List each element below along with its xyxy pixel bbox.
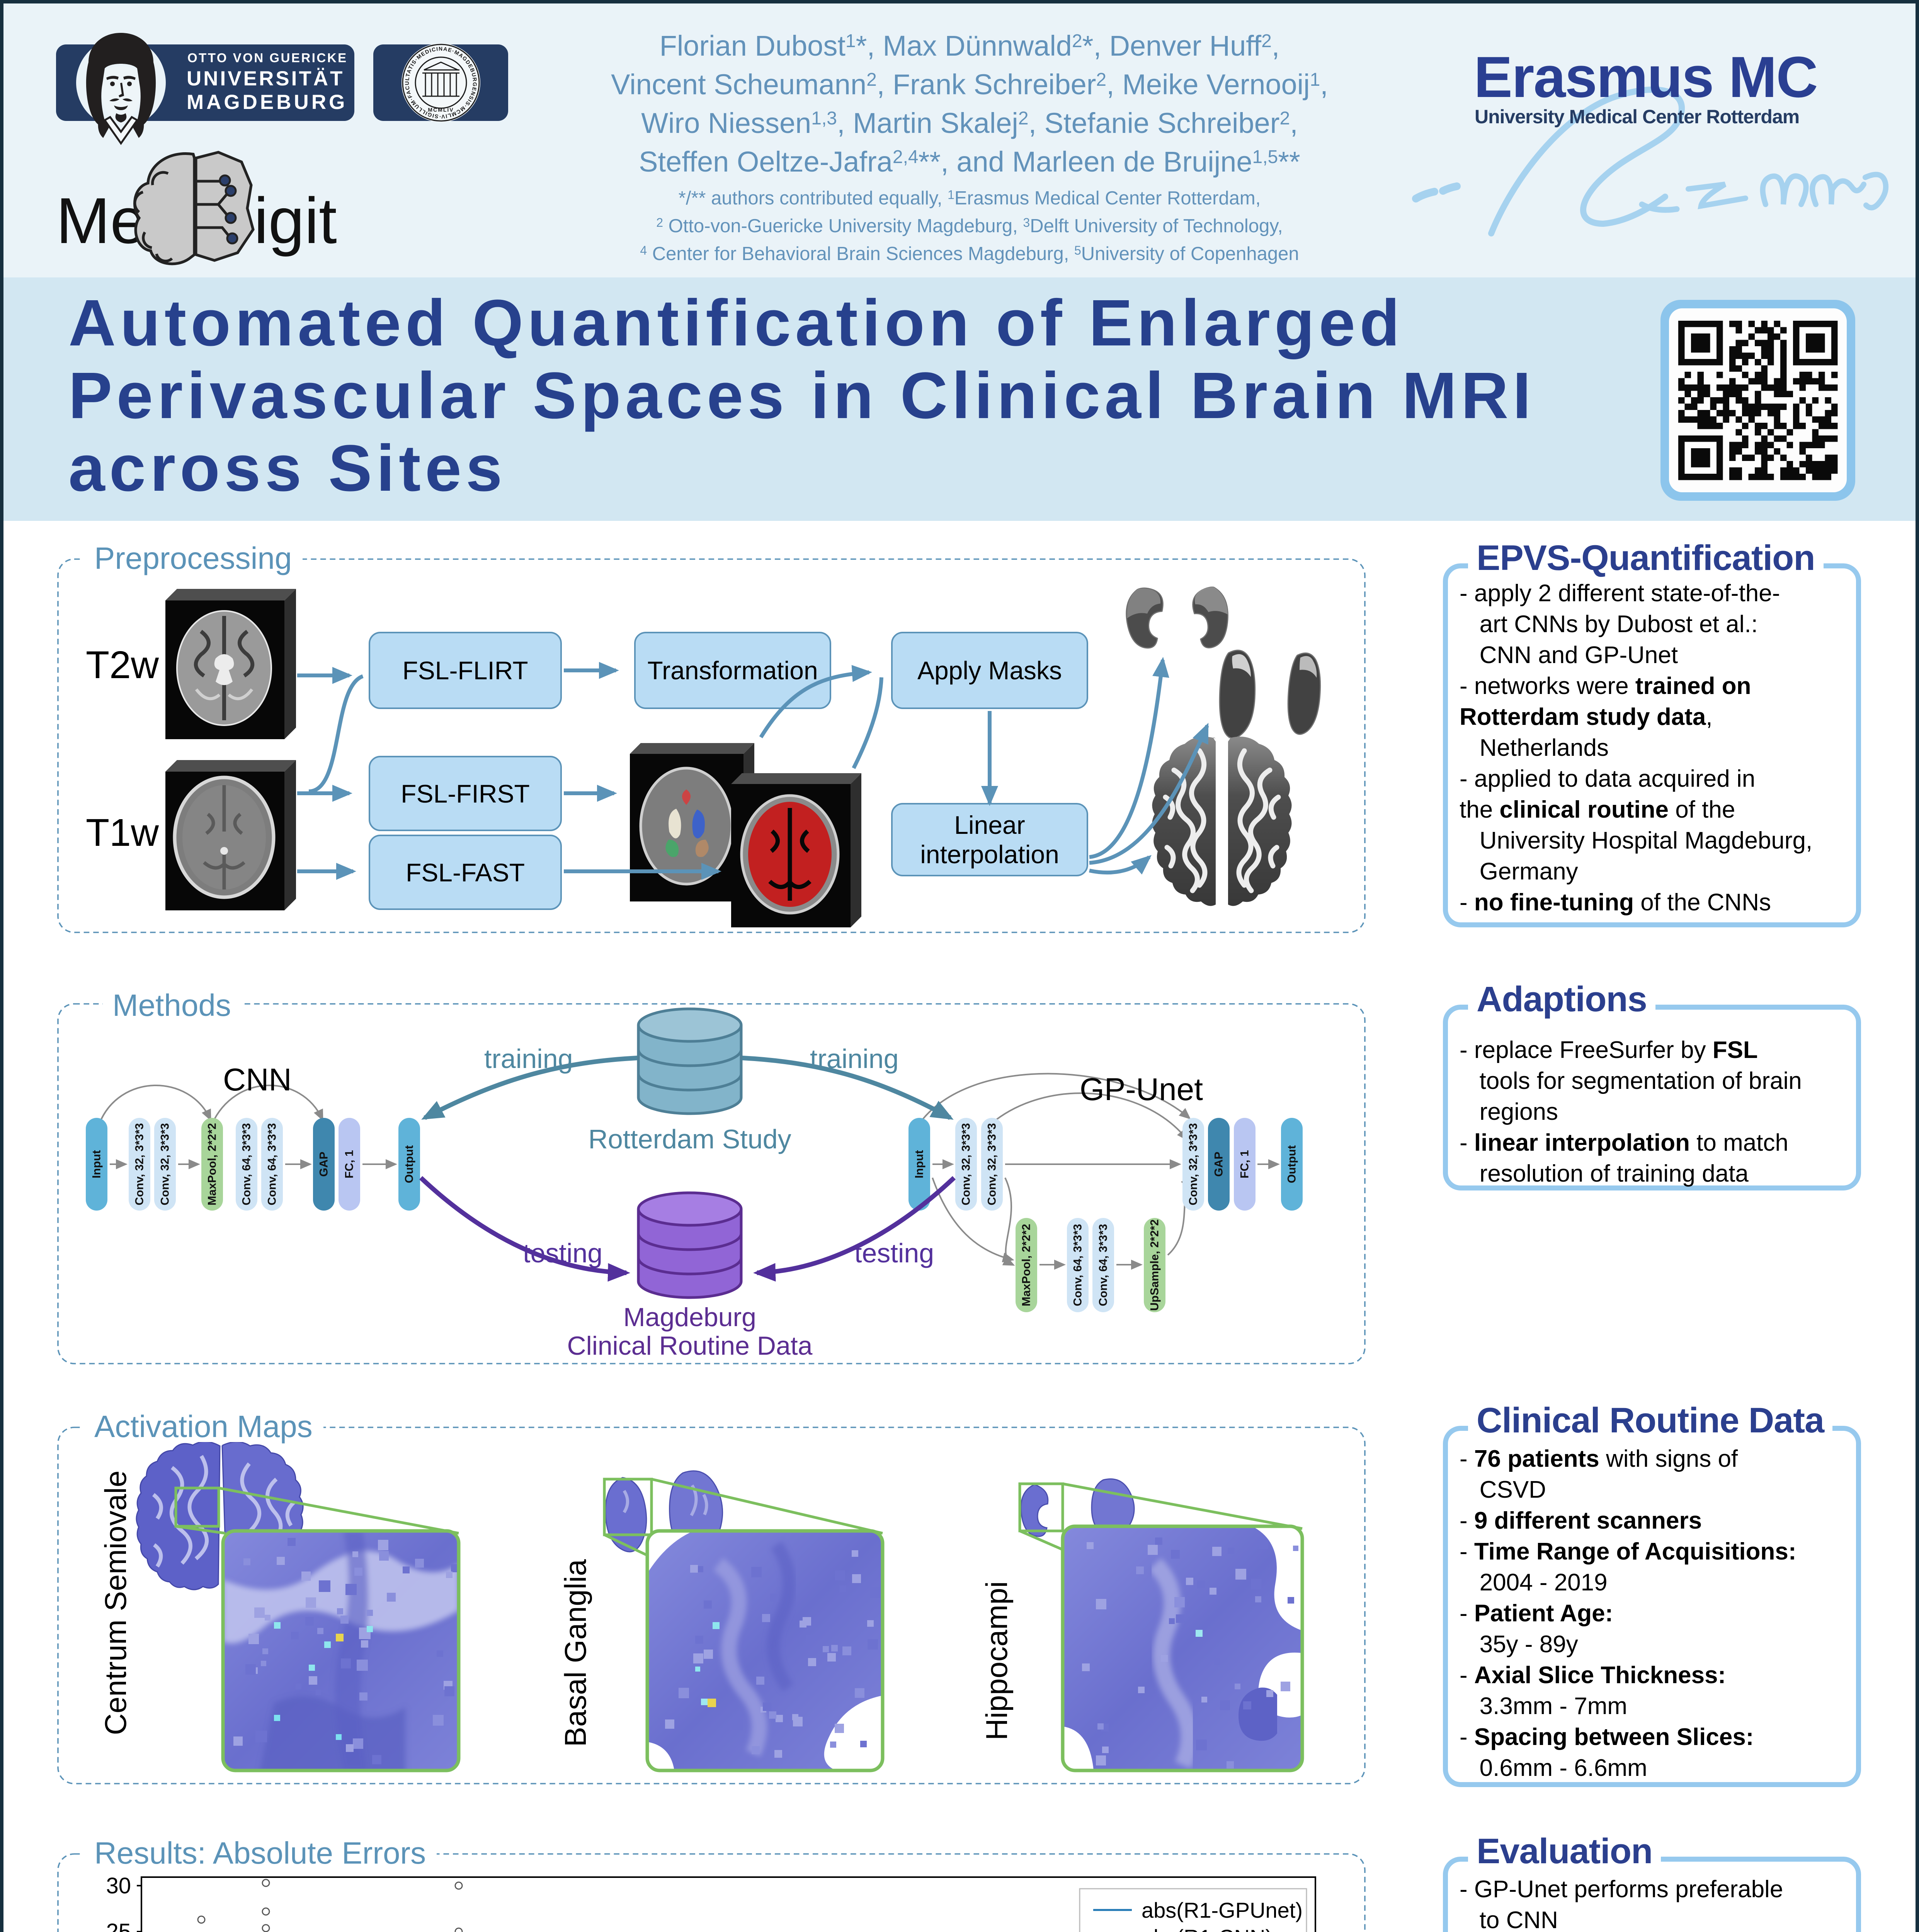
- svg-text:Conv, 64, 3*3*3: Conv, 64, 3*3*3: [266, 1123, 279, 1206]
- svg-text:MAGDEBURG: MAGDEBURG: [187, 91, 347, 114]
- svg-text:Conv, 64, 3*3*3: Conv, 64, 3*3*3: [1072, 1224, 1084, 1306]
- svg-text:Output: Output: [403, 1145, 416, 1183]
- svg-text:UpSample, 2*2*2: UpSample, 2*2*2: [1148, 1219, 1161, 1311]
- svg-text:25: 25: [106, 1919, 131, 1932]
- svg-text:MaxPool, 2*2*2: MaxPool, 2*2*2: [206, 1123, 219, 1205]
- svg-text:Input: Input: [90, 1150, 103, 1178]
- svg-text:MCMLIV: MCMLIV: [428, 107, 454, 113]
- svg-text:University Medical Center Rott: University Medical Center Rotterdam: [1475, 106, 1799, 128]
- svg-text:Conv, 32, 3*3*3: Conv, 32, 3*3*3: [159, 1123, 172, 1206]
- svg-text:Conv, 64, 3*3*3: Conv, 64, 3*3*3: [240, 1123, 253, 1206]
- svg-text:Output: Output: [1286, 1145, 1298, 1183]
- svg-text:Conv, 32, 3*3*3: Conv, 32, 3*3*3: [133, 1123, 146, 1206]
- svg-text:OTTO VON GUERICKE: OTTO VON GUERICKE: [187, 51, 348, 65]
- svg-text:FC, 1: FC, 1: [343, 1150, 356, 1178]
- svg-text:Erasmus MC: Erasmus MC: [1474, 44, 1817, 109]
- svg-text:Me: Me: [56, 184, 146, 257]
- svg-text:abs(R1-GPUnet): abs(R1-GPUnet): [1142, 1898, 1303, 1922]
- svg-text:30: 30: [106, 1873, 131, 1898]
- svg-text:UNIVERSITÄT: UNIVERSITÄT: [187, 67, 344, 90]
- svg-text:GAP: GAP: [318, 1151, 330, 1177]
- svg-text:Conv, 32, 3*3*3: Conv, 32, 3*3*3: [1187, 1123, 1200, 1206]
- svg-text:MaxPool, 2*2*2: MaxPool, 2*2*2: [1020, 1224, 1033, 1306]
- svg-text:Conv, 32, 3*3*3: Conv, 32, 3*3*3: [986, 1123, 999, 1206]
- svg-text:Input: Input: [913, 1150, 926, 1178]
- svg-text:Conv, 64, 3*3*3: Conv, 64, 3*3*3: [1097, 1224, 1110, 1306]
- svg-text:igit: igit: [254, 184, 337, 257]
- svg-text:Conv, 32, 3*3*3: Conv, 32, 3*3*3: [960, 1123, 973, 1206]
- svg-text:GAP: GAP: [1213, 1151, 1225, 1177]
- svg-text:abs(R1-CNN): abs(R1-CNN): [1142, 1925, 1273, 1932]
- svg-text:FC, 1: FC, 1: [1239, 1150, 1251, 1178]
